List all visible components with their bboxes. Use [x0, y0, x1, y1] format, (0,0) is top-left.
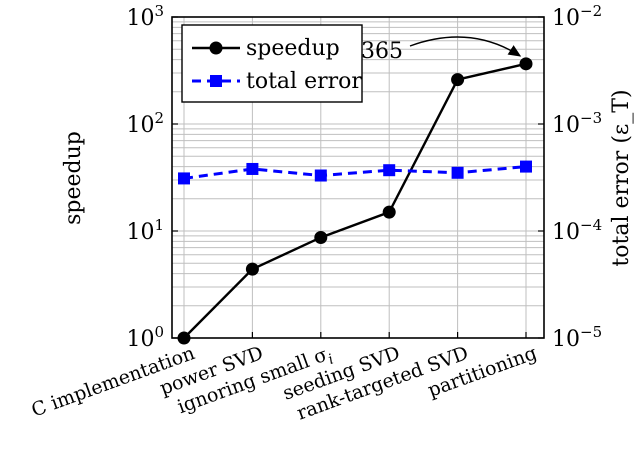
annotation-arrow	[409, 36, 522, 57]
data-point-speedup	[451, 73, 465, 87]
data-point-speedup	[519, 57, 533, 71]
right-axis-ticks: 10−5 10−4 10−3 10−2	[538, 2, 602, 352]
data-point-total-error	[383, 164, 396, 177]
data-point-speedup	[245, 262, 259, 276]
right-tick-label: 10−3	[552, 109, 602, 138]
right-tick-label: 10−2	[552, 2, 602, 31]
annotation-group: 365	[361, 36, 522, 64]
left-tick-label: 100	[126, 323, 164, 352]
left-tick-label: 101	[126, 216, 164, 245]
series-line-total-error	[183, 165, 527, 180]
series-line-speedup	[183, 62, 527, 339]
left-tick-label: 103	[126, 2, 164, 31]
legend-swatch-marker	[209, 41, 223, 55]
y-axis-right-label: total error (ε_T)	[609, 89, 634, 266]
data-point-total-error	[520, 160, 532, 173]
data-point-speedup	[382, 205, 396, 219]
right-tick-label: 10−4	[552, 216, 602, 245]
legend-label: speedup	[246, 36, 340, 61]
left-tick-label: 102	[126, 109, 164, 138]
data-point-total-error	[246, 162, 259, 175]
data-point-total-error	[451, 166, 464, 179]
plot-frame	[171, 16, 545, 339]
data-point-total-error	[314, 169, 327, 182]
annotation-label: 365	[361, 39, 403, 64]
data-point-total-error	[178, 172, 190, 185]
data-point-speedup	[177, 331, 191, 345]
legend-box	[181, 24, 363, 103]
left-axis-ticks: 100 101 102 103	[126, 2, 178, 352]
y-axis-left-label: speedup	[61, 131, 86, 225]
data-point-speedup	[314, 230, 328, 244]
right-tick-label: 10−5	[552, 323, 602, 352]
legend: speedup total error	[181, 24, 363, 103]
series-layer	[177, 57, 533, 345]
legend-label: total error	[246, 69, 362, 94]
legend-swatch-marker	[210, 75, 222, 87]
